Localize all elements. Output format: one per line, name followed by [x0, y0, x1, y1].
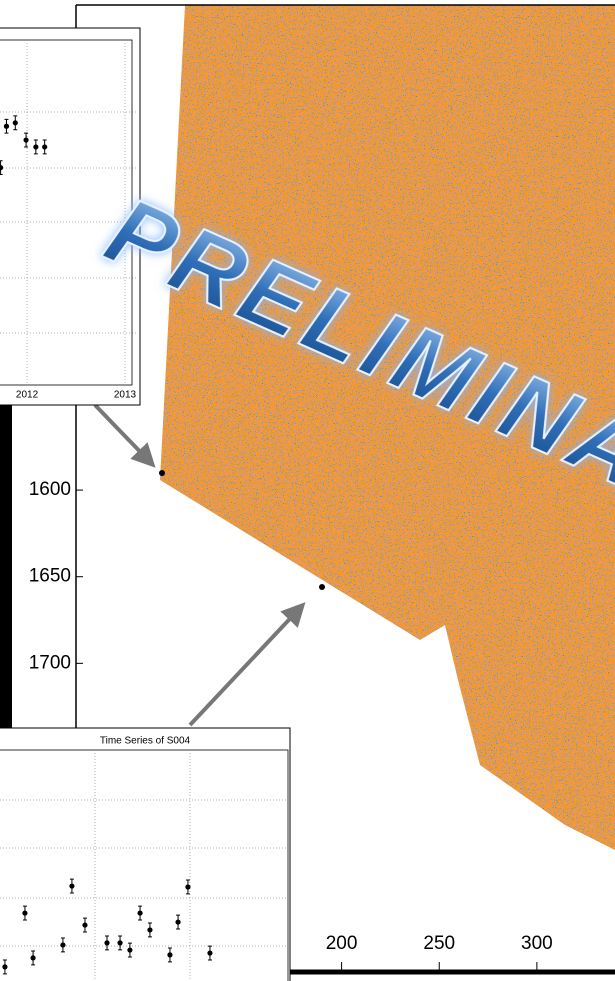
- data-point: [33, 144, 39, 150]
- point-marker: [319, 584, 325, 590]
- plot-frame: [0, 39, 133, 386]
- x-tick-label: 250: [423, 933, 455, 954]
- data-point: [167, 952, 173, 958]
- data-point: [137, 910, 143, 916]
- data-point: [117, 940, 123, 946]
- data-point: [60, 942, 66, 948]
- arrow: [93, 403, 156, 468]
- data-point: [175, 919, 181, 925]
- data-point: [42, 144, 48, 150]
- data-point: [104, 940, 110, 946]
- point-marker: [159, 470, 165, 476]
- inset-top: 2012 2013: [0, 27, 141, 406]
- data-point: [207, 950, 213, 956]
- data-point: [69, 883, 75, 889]
- inset-frame: [0, 27, 141, 406]
- y-tick-label: 1650: [29, 566, 71, 587]
- arrow: [188, 602, 306, 727]
- data-point: [0, 165, 4, 171]
- plot-frame: [0, 749, 289, 981]
- data-point: [2, 964, 8, 970]
- x-tick-label: 200: [326, 933, 358, 954]
- data-point: [30, 955, 36, 961]
- data-point: [82, 922, 88, 928]
- inset-bottom: Time Series of S004: [0, 727, 291, 981]
- y-tick-label: 1600: [29, 479, 71, 500]
- x-tick-label: 2013: [114, 390, 137, 401]
- data-point: [127, 947, 133, 953]
- x-tick-label: 300: [521, 933, 553, 954]
- inset-title: Time Series of S004: [100, 736, 191, 747]
- data-point: [23, 137, 29, 143]
- inset-frame: [0, 727, 291, 981]
- y-tick-label: 1700: [29, 652, 71, 673]
- x-tick-label: 2012: [16, 390, 39, 401]
- black-strip: [0, 405, 12, 730]
- data-point: [3, 123, 10, 129]
- data-point: [147, 927, 153, 933]
- data-point: [12, 120, 18, 126]
- data-point: [22, 910, 28, 916]
- data-point: [185, 884, 191, 890]
